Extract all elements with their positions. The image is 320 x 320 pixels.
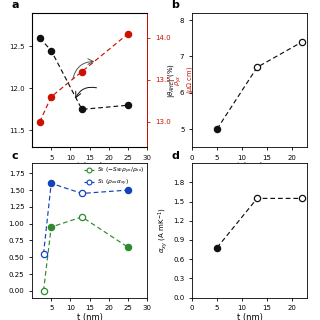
Legend: $S_{II}$ $(-S_{SE}\rho_{yx}/\rho_{xx})$, $S_1$ $(\rho_{xx}\alpha_{xy})$: $S_{II}$ $(-S_{SE}\rho_{yx}/\rho_{xx})$,… (84, 166, 144, 188)
Y-axis label: $|\theta_{AHE}|$ (%): $|\theta_{AHE}|$ (%) (166, 62, 177, 98)
X-axis label: t (nm): t (nm) (237, 313, 262, 320)
Y-axis label: $\alpha_{xy}$ (A mK$^{-1}$): $\alpha_{xy}$ (A mK$^{-1}$) (156, 208, 170, 253)
Text: b: b (171, 0, 179, 10)
Text: c: c (11, 150, 18, 161)
X-axis label: t (nm): t (nm) (77, 162, 102, 171)
Y-axis label: $\rho_{yx}$
($\mu\Omega$ cm): $\rho_{yx}$ ($\mu\Omega$ cm) (173, 66, 195, 94)
Text: a: a (11, 0, 19, 10)
X-axis label: t (nm): t (nm) (77, 313, 102, 320)
X-axis label: t (nm): t (nm) (237, 162, 262, 171)
Text: d: d (171, 150, 179, 161)
